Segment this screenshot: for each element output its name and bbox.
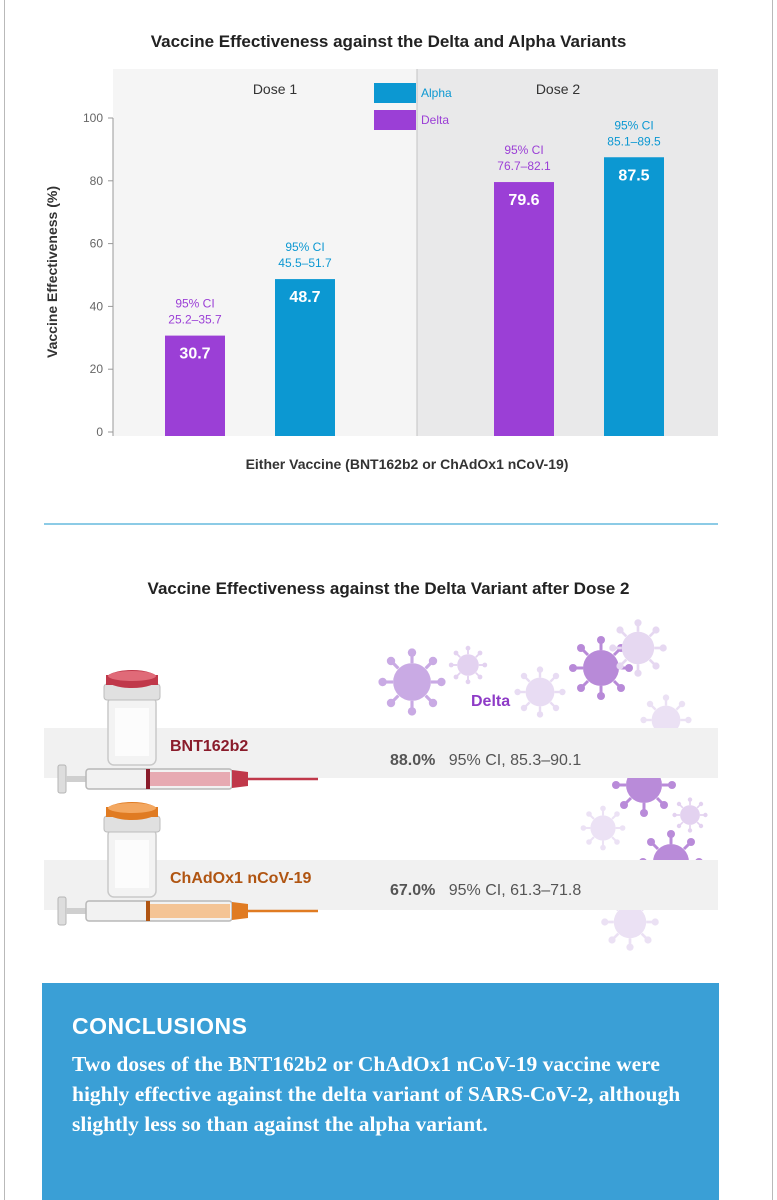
confidence-interval: 95% CI, 61.3–71.8 [448, 882, 582, 899]
ci-range-label: 85.1–89.5 [607, 134, 661, 148]
vaccine-name-bnt162b2: BNT162b2 [170, 738, 249, 755]
bar-value-label: 48.7 [289, 289, 320, 306]
ci-label: 95% CI [504, 143, 543, 157]
vaccine-illustrations [57, 670, 318, 926]
legend-label-alpha: Alpha [421, 86, 452, 100]
x-axis-label: Either Vaccine (BNT162b2 or ChAdOx1 nCoV… [246, 456, 569, 472]
syringe-icon [57, 764, 318, 794]
chart-title: Vaccine Effectiveness against the Delta … [150, 32, 627, 51]
group-label-dose-2: Dose 2 [536, 81, 581, 97]
effectiveness-bar-chart: 0 20 40 60 80 100 30.7 95% CI 25.2–35.7 79.6 95% … [44, 69, 718, 472]
y-tick-label: 60 [90, 237, 104, 251]
effectiveness-chadox1: 67.0% 95% CI, 61.3–71.8 [390, 882, 581, 900]
bar-delta-dose-2 [494, 182, 554, 436]
ci-label: 95% CI [285, 240, 324, 254]
bar-value-label: 87.5 [618, 167, 649, 184]
delta-panel-title: Vaccine Effectiveness against the Delta … [147, 579, 630, 598]
y-tick-label: 0 [96, 425, 103, 439]
legend-swatch-alpha [374, 83, 416, 103]
group-label-dose-1: Dose 1 [253, 81, 298, 97]
legend-swatch-delta [374, 110, 416, 130]
effectiveness-bnt162b2: 88.0% 95% CI, 85.3–90.1 [390, 752, 581, 770]
bar-alpha-dose-1 [275, 279, 335, 436]
confidence-interval: 95% CI, 85.3–90.1 [448, 752, 582, 769]
bar-value-label: 79.6 [508, 192, 539, 209]
vial-icon [103, 670, 161, 766]
effectiveness-value: 67.0% [390, 882, 436, 899]
ci-range-label: 76.7–82.1 [497, 159, 551, 173]
bar-value-label: 30.7 [179, 346, 210, 363]
syringe-icon [57, 896, 318, 926]
effectiveness-value: 88.0% [390, 752, 436, 769]
y-tick-label: 80 [90, 174, 104, 188]
y-tick-label: 100 [83, 111, 103, 125]
ci-range-label: 45.5–51.7 [278, 256, 332, 270]
y-tick-label: 20 [90, 362, 104, 376]
bar-alpha-dose-2 [604, 157, 664, 436]
conclusions-heading: CONCLUSIONS [72, 1013, 248, 1039]
vial-icon [103, 802, 161, 898]
y-tick-label: 40 [90, 299, 104, 313]
section-divider [44, 523, 718, 525]
right-edge-line [772, 0, 773, 1200]
legend-label-delta: Delta [421, 113, 449, 127]
y-axis-label: Vaccine Effectiveness (%) [44, 186, 60, 358]
vaccine-name-chadox1: ChAdOx1 nCoV-19 [170, 870, 312, 887]
ci-label: 95% CI [614, 118, 653, 132]
conclusions-box: CONCLUSIONS Two doses of the BNT162b2 or… [42, 983, 719, 1200]
conclusions-text: Two doses of the BNT162b2 or ChAdOx1 nCo… [72, 1052, 681, 1136]
delta-variant-label: Delta [471, 693, 511, 710]
bar-delta-dose-1 [165, 335, 225, 436]
dose2-panel-background [417, 69, 718, 436]
ci-range-label: 25.2–35.7 [168, 313, 222, 327]
left-edge-line [4, 0, 5, 1200]
ci-label: 95% CI [175, 297, 214, 311]
